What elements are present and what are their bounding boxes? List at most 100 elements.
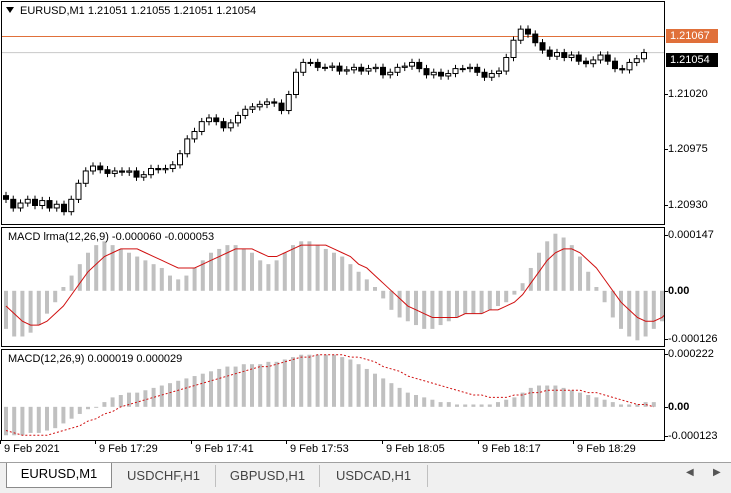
- histogram-bar: [496, 290, 500, 307]
- histogram-bar: [602, 290, 607, 303]
- scroll-tabs-left-icon[interactable]: ◀: [686, 467, 694, 478]
- histogram-bar: [168, 275, 172, 291]
- candle-body: [568, 54, 575, 58]
- macd-chart[interactable]: [2, 350, 664, 440]
- bid-price-tag: 1.21054: [666, 52, 718, 67]
- histogram-bar: [4, 290, 8, 329]
- histogram-bar: [373, 287, 377, 291]
- candle-body: [546, 49, 553, 57]
- price-pane[interactable]: EURUSD,M1 1.21051 1.21055 1.21051 1.2105…: [1, 1, 665, 225]
- histogram-bar: [159, 267, 164, 291]
- histogram-bar: [36, 290, 41, 326]
- tab-eurusd-m1[interactable]: EURUSD,M1: [6, 463, 112, 488]
- histogram-bar: [127, 392, 131, 407]
- tab-usdcad-h1[interactable]: USDCAD,H1: [320, 465, 428, 487]
- candle-body: [300, 61, 307, 73]
- tab-gbpusd-h1[interactable]: GBPUSD,H1: [216, 465, 320, 487]
- candle-body: [503, 57, 510, 72]
- candle-body: [220, 121, 227, 129]
- candle-body: [583, 60, 589, 65]
- histogram-bar: [512, 397, 517, 407]
- histogram-bar: [373, 373, 377, 407]
- histogram-bar: [45, 290, 49, 314]
- candle-body: [409, 61, 415, 67]
- histogram-bar: [578, 256, 582, 291]
- histogram-bar: [315, 245, 320, 291]
- histogram-bar: [332, 252, 336, 291]
- histogram-bar: [463, 290, 468, 314]
- candle-body: [119, 170, 125, 173]
- histogram-bar: [159, 385, 164, 407]
- symbol-title: EURUSD,M1 1.21051 1.21055 1.21051 1.2105…: [20, 5, 257, 17]
- histogram-bar: [643, 402, 648, 407]
- histogram-bar: [651, 290, 656, 329]
- histogram-bar: [446, 290, 451, 322]
- candle-body: [445, 73, 452, 77]
- macd-lrma-pane[interactable]: MACD lrma(12,26,9) -0.000060 -0.000053: [1, 227, 665, 347]
- macd-pane[interactable]: MACD(12,26,9) 0.000019 0.000029: [1, 349, 665, 441]
- candle-body: [416, 61, 423, 70]
- candle-body: [307, 61, 314, 64]
- time-label: 9 Feb 18:17: [478, 440, 541, 455]
- candle-body: [590, 59, 597, 65]
- price-chart[interactable]: [2, 2, 664, 224]
- histogram-bar: [143, 390, 148, 407]
- candle-body: [329, 65, 336, 68]
- time-axis[interactable]: 9 Feb 2021 9 Feb 17:29 9 Feb 17:41 9 Feb…: [0, 440, 666, 461]
- candle-body: [90, 165, 96, 172]
- histogram-bar: [356, 271, 361, 291]
- histogram-bar: [635, 404, 640, 407]
- macd-lrma-chart[interactable]: [2, 228, 664, 346]
- histogram-bar: [512, 290, 517, 295]
- histogram-bar: [504, 290, 509, 303]
- candle-body: [532, 33, 539, 44]
- histogram-bar: [381, 290, 386, 299]
- histogram-bar: [381, 378, 386, 407]
- tab-usdchf-h1[interactable]: USDCHF,H1: [112, 465, 216, 487]
- candle-body: [336, 65, 343, 72]
- histogram-bar: [299, 354, 304, 407]
- histogram-bar: [340, 256, 345, 291]
- histogram-bar: [405, 392, 410, 407]
- candle-body: [3, 195, 9, 200]
- price-axis[interactable]: 1.21020 1.20975 1.20930 1.21067 1.21054: [664, 0, 731, 226]
- candle-body: [140, 174, 147, 178]
- histogram-bar: [561, 387, 566, 407]
- histogram-bar: [553, 385, 558, 407]
- histogram-bar: [225, 245, 230, 291]
- histogram-bar: [594, 397, 599, 407]
- scroll-tabs-right-icon[interactable]: ▶: [713, 467, 721, 478]
- histogram-bar: [77, 406, 82, 414]
- histogram-bar: [479, 290, 484, 314]
- histogram-bar: [430, 399, 435, 407]
- histogram-bar: [192, 376, 197, 407]
- histogram-bar: [602, 399, 607, 407]
- candle-body: [53, 203, 60, 209]
- histogram-bar: [397, 290, 402, 318]
- histogram-bar: [12, 406, 17, 436]
- candle-body: [510, 39, 517, 58]
- histogram-bar: [241, 364, 246, 407]
- candle-body: [604, 54, 611, 62]
- ask-price-tag: 1.21067: [666, 28, 718, 43]
- histogram-bar: [455, 290, 459, 318]
- histogram-bar: [627, 290, 632, 337]
- candle-body: [372, 66, 379, 70]
- histogram-bar: [135, 256, 140, 291]
- histogram-bar: [258, 364, 263, 407]
- histogram-bar: [20, 406, 25, 436]
- histogram-bar: [414, 395, 418, 407]
- candle-body: [155, 168, 162, 171]
- histogram-bar: [184, 275, 189, 291]
- histogram-bar: [651, 402, 656, 407]
- signal-line: [5, 244, 664, 326]
- histogram-bar: [348, 359, 353, 407]
- histogram-bar: [610, 402, 615, 407]
- candle-body: [525, 28, 531, 35]
- histogram-bar: [168, 383, 172, 407]
- histogram-bar: [118, 395, 123, 407]
- chart-menu-arrow-icon[interactable]: [6, 7, 14, 13]
- histogram-bar: [28, 406, 33, 433]
- candle-body: [227, 122, 234, 129]
- histogram-bar: [569, 390, 574, 407]
